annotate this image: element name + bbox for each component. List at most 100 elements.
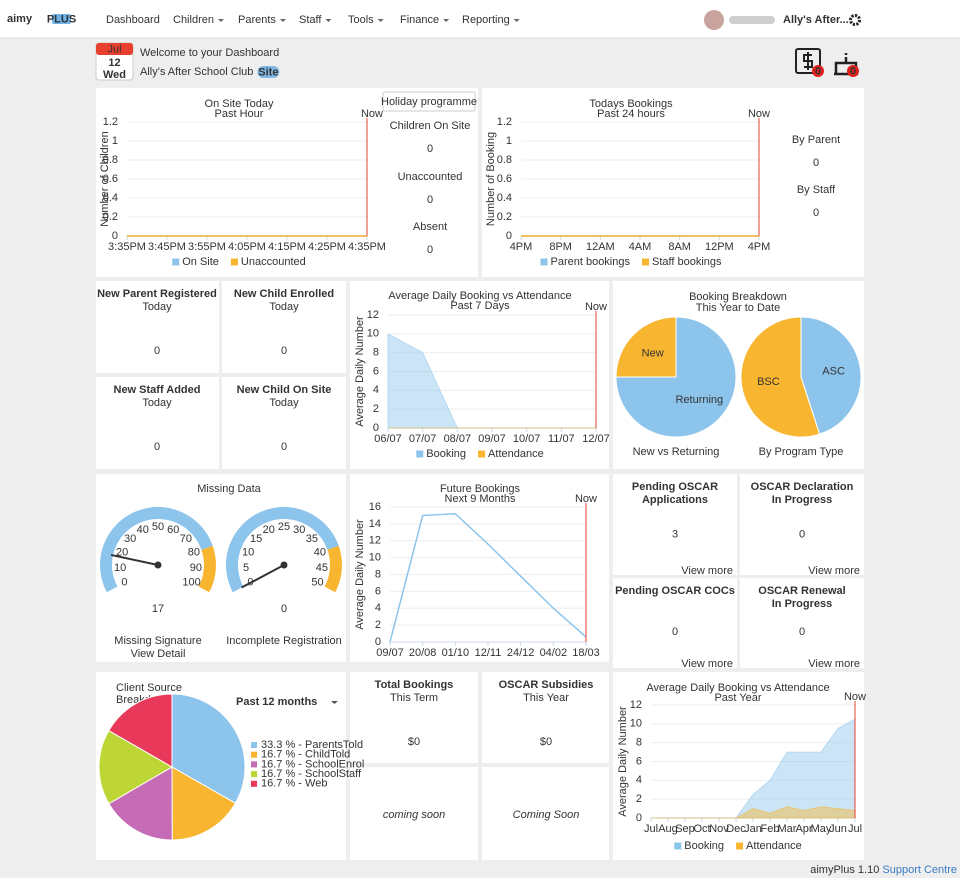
view-more-link[interactable]: View more bbox=[681, 658, 733, 670]
legend-label[interactable]: Attendance bbox=[746, 840, 802, 852]
x-tick-label: May bbox=[811, 823, 832, 835]
footer-version: aimyPlus 1.10 bbox=[810, 864, 879, 876]
gauge-tick-label: 60 bbox=[167, 524, 179, 536]
legend-swatch bbox=[674, 842, 682, 850]
pie-slice bbox=[108, 693, 173, 768]
pie-label: ASC bbox=[822, 366, 845, 378]
legend-label[interactable]: Unaccounted bbox=[241, 256, 306, 268]
x-tick-label: 08/07 bbox=[444, 433, 472, 445]
tile-period: Today bbox=[269, 301, 299, 313]
x-tick-label: 07/07 bbox=[409, 433, 437, 445]
finance-alert-icon[interactable] bbox=[795, 48, 821, 74]
legend-label: 16.7 % - SchoolStaff bbox=[261, 768, 362, 780]
holiday-button[interactable] bbox=[382, 91, 476, 112]
period-dropdown[interactable]: Past 12 months bbox=[236, 696, 317, 708]
nav-item[interactable]: Finance bbox=[400, 14, 439, 26]
legend-label[interactable]: Booking bbox=[426, 448, 466, 460]
chart-subtitle: Past 24 hours bbox=[597, 108, 665, 120]
y-tick-label: 4 bbox=[375, 602, 381, 614]
legend-label[interactable]: Staff bookings bbox=[652, 256, 722, 268]
tile-title: In Progress bbox=[772, 494, 833, 506]
calendar-weekday: Wed bbox=[103, 69, 126, 81]
stat-label: By Parent bbox=[792, 134, 840, 146]
holiday-button-label[interactable]: Holiday programme bbox=[381, 96, 477, 108]
legend-swatch bbox=[478, 450, 486, 458]
panel bbox=[222, 377, 346, 469]
gauge-tick-label: 15 bbox=[250, 533, 262, 545]
y-tick-label: 12 bbox=[367, 309, 379, 321]
legend-label[interactable]: On Site bbox=[182, 256, 219, 268]
legend: On Site Unaccounted bbox=[172, 256, 306, 268]
x-tick-label: 09/07 bbox=[478, 433, 506, 445]
user-name[interactable]: Ally's After... bbox=[783, 14, 849, 26]
y-tick-label: 8 bbox=[373, 347, 379, 359]
x-tick-label: 01/10 bbox=[442, 647, 470, 659]
gauge-pivot bbox=[280, 561, 288, 569]
x-tick-label: 4:25PM bbox=[308, 241, 346, 253]
gauge-tick-label: 10 bbox=[114, 562, 126, 574]
legend-label[interactable]: Parent bookings bbox=[550, 256, 630, 268]
chart-title: Todays Bookings bbox=[589, 98, 673, 110]
calendar-month: Jul bbox=[107, 43, 121, 55]
legend-label[interactable]: Attendance bbox=[488, 448, 544, 460]
y-tick-label: 0.8 bbox=[103, 154, 118, 166]
panel bbox=[350, 672, 478, 763]
nav-item[interactable]: Staff bbox=[299, 14, 322, 26]
x-tick-label: Mar bbox=[778, 823, 797, 835]
x-tick-label: 4:05PM bbox=[228, 241, 266, 253]
x-tick-label: 20/08 bbox=[409, 647, 437, 659]
view-more-link[interactable]: View more bbox=[808, 565, 860, 577]
pie-slice bbox=[108, 766, 173, 841]
panel bbox=[740, 578, 864, 668]
nav-caret bbox=[513, 19, 520, 22]
view-more-link[interactable]: View more bbox=[681, 565, 733, 577]
view-detail-link[interactable]: View Detail bbox=[131, 648, 186, 660]
pie-slice bbox=[615, 316, 737, 438]
gauge-value: 17 bbox=[152, 603, 164, 615]
y-tick-label: 1.2 bbox=[497, 116, 512, 128]
settings-icon[interactable] bbox=[849, 14, 861, 26]
y-tick-label: 10 bbox=[369, 552, 381, 564]
nav-item[interactable]: Reporting bbox=[462, 14, 510, 26]
tile-title: OSCAR Renewal bbox=[758, 585, 845, 597]
nav-item[interactable]: Parents bbox=[238, 14, 276, 26]
panel bbox=[613, 578, 737, 668]
legend-swatch bbox=[251, 771, 257, 778]
x-tick-label: 10/07 bbox=[513, 433, 541, 445]
pie-label: BSC bbox=[757, 376, 780, 388]
x-tick-label: 11/07 bbox=[548, 433, 575, 445]
calendar-day: 12 bbox=[108, 57, 120, 69]
nav-item[interactable]: Children bbox=[173, 14, 214, 26]
legend-label[interactable]: Booking bbox=[684, 840, 724, 852]
y-tick-label: 0 bbox=[373, 422, 379, 434]
nav-item[interactable]: Tools bbox=[348, 14, 374, 26]
pie-slice bbox=[171, 693, 246, 804]
x-tick-label: 4PM bbox=[748, 241, 771, 253]
gauge-label: Missing Signature bbox=[114, 635, 201, 647]
now-label: Now bbox=[844, 691, 866, 703]
gauge-tick-label: 20 bbox=[116, 546, 128, 558]
stat-label: Unaccounted bbox=[398, 171, 463, 183]
pie-slice bbox=[740, 316, 821, 438]
gauge-tick-label: 5 bbox=[243, 562, 249, 574]
y-tick-label: 6 bbox=[373, 365, 379, 377]
y-tick-label: 14 bbox=[369, 518, 381, 530]
tile-period: Today bbox=[142, 397, 172, 409]
view-more-link[interactable]: View more bbox=[808, 658, 860, 670]
nav-caret bbox=[279, 19, 286, 22]
panel bbox=[96, 281, 219, 373]
support-link[interactable]: Support Centre bbox=[882, 864, 957, 876]
gauge-tick-label: 20 bbox=[263, 524, 275, 536]
gauge-tick-label: 25 bbox=[278, 521, 290, 533]
y-tick-label: 0.6 bbox=[497, 173, 512, 185]
gauge-tick-label: 90 bbox=[190, 562, 202, 574]
legend-label: 16.7 % - ChildTold bbox=[261, 749, 350, 761]
x-tick-label: 04/02 bbox=[540, 647, 568, 659]
tile-period: Today bbox=[142, 301, 172, 313]
tile-title: OSCAR Subsidies bbox=[499, 679, 594, 691]
legend-swatch bbox=[251, 780, 257, 787]
birthday-alert-icon[interactable] bbox=[834, 53, 858, 76]
nav-item[interactable]: Dashboard bbox=[106, 14, 160, 26]
dropdown-caret bbox=[331, 701, 338, 704]
pie-label: Returning bbox=[675, 394, 723, 406]
